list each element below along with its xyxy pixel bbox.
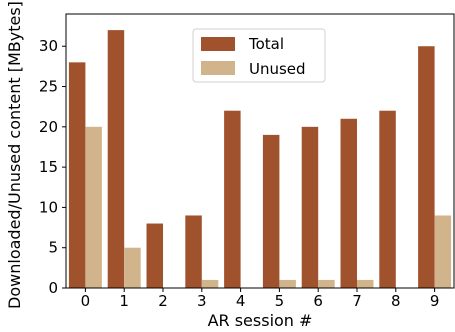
- x-tick-label: 2: [158, 292, 168, 310]
- x-tick-label: 5: [275, 292, 285, 310]
- bar-total-3: [185, 215, 202, 288]
- y-tick-label: 15: [39, 158, 58, 176]
- axes-group: [65, 13, 455, 289]
- bar-unused-0: [85, 126, 102, 288]
- y-tick-label: 25: [39, 78, 58, 96]
- y-ticks-group: 0 5 10 15 20 25 30: [39, 37, 66, 297]
- x-ticks-group: 0 1 2 3 4 5 6 7 8 9: [81, 288, 440, 310]
- y-tick-label: 0: [48, 279, 58, 297]
- x-tick-label: 7: [352, 292, 362, 310]
- x-tick-label: 8: [391, 292, 401, 310]
- x-tick-label: 4: [236, 292, 246, 310]
- x-tick-label: 3: [197, 292, 207, 310]
- bar-total-0: [68, 62, 86, 288]
- bar-unused-3: [201, 279, 219, 288]
- y-axis-label: Downloaded/Unused content [MBytes]: [5, 1, 24, 309]
- y-tick-label: 5: [48, 239, 58, 257]
- x-axis-label: AR session #: [208, 311, 313, 330]
- legend-label-unused: Unused: [249, 60, 306, 78]
- bar-total-9: [418, 46, 435, 288]
- y-tick-label: 20: [39, 118, 58, 136]
- plot-frame: [65, 13, 455, 289]
- legend-swatch-unused: [201, 61, 235, 75]
- x-tick-label: 0: [81, 292, 91, 310]
- bar-total-6: [301, 126, 319, 288]
- y-tick-label: 10: [39, 198, 58, 216]
- y-tick-label: 30: [39, 37, 58, 55]
- x-tick-label: 6: [313, 292, 323, 310]
- legend-label-total: Total: [248, 35, 284, 53]
- bars-group: [68, 30, 452, 289]
- bar-total-8: [379, 110, 396, 289]
- bar-unused-5: [279, 279, 296, 288]
- bar-unused-1: [124, 247, 141, 288]
- x-tick-label: 1: [119, 292, 129, 310]
- bar-total-1: [107, 30, 125, 289]
- legend-swatch-total: [201, 37, 235, 51]
- bar-unused-7: [357, 279, 374, 288]
- bar-unused-9: [434, 215, 452, 288]
- bar-unused-6: [318, 279, 335, 288]
- bar-total-4: [224, 110, 241, 289]
- x-tick-label: 9: [430, 292, 440, 310]
- bar-total-7: [340, 118, 357, 288]
- bar-total-2: [146, 223, 163, 288]
- legend: Total Unused: [192, 28, 326, 83]
- bar-total-5: [262, 134, 280, 288]
